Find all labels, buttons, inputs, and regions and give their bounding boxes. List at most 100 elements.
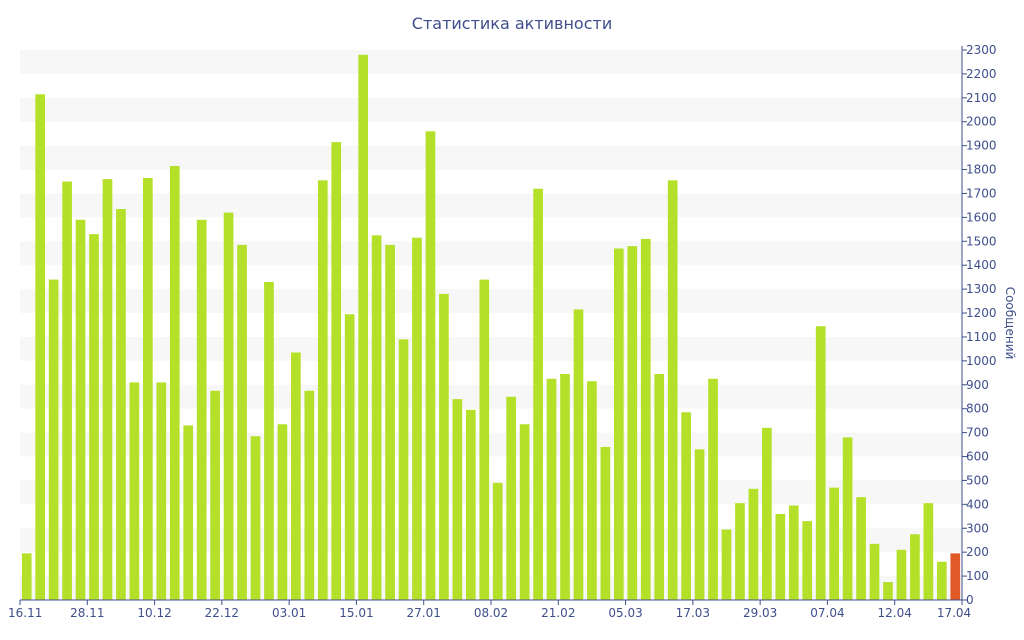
- bar: [237, 244, 247, 600]
- x-axis-ticks: 16.11 28.11 10.12 22.12 03.01 15.01 27.01 08.02…: [8, 600, 971, 620]
- x-tick-label: 29.03: [743, 606, 777, 620]
- grid-band: [20, 384, 962, 409]
- bar: [694, 449, 705, 600]
- bar: [506, 396, 517, 600]
- y-tick-label: 700: [966, 426, 989, 440]
- bar: [681, 412, 691, 600]
- x-tick-label: 05.03: [608, 606, 642, 620]
- bar: [910, 534, 920, 600]
- bars: [21, 54, 961, 601]
- bar: [546, 378, 557, 600]
- bar: [721, 529, 732, 600]
- bar: [452, 399, 463, 600]
- x-tick-label: 22.12: [205, 606, 239, 620]
- bar: [371, 235, 382, 600]
- y-tick-label: 2000: [966, 115, 997, 129]
- x-tick-label: 17.04: [937, 606, 971, 620]
- y-axis-ticks: 0 100 200 300 400 500 600 700 800 900 1000 1100 1200…: [962, 43, 997, 607]
- bar: [210, 390, 220, 600]
- grid-band: [20, 289, 962, 314]
- bar: [815, 326, 826, 600]
- bar: [627, 246, 638, 600]
- bar: [748, 488, 759, 600]
- bar: [169, 165, 180, 601]
- bar: [331, 142, 342, 600]
- y-tick-label: 500: [966, 473, 989, 487]
- y-tick-label: 1700: [966, 186, 997, 200]
- bar: [936, 561, 947, 600]
- bar: [614, 248, 624, 601]
- y-tick-label: 1100: [966, 330, 997, 344]
- bar: [317, 180, 328, 600]
- y-tick-label: 2100: [966, 91, 997, 105]
- x-tick-label: 03.01: [272, 606, 306, 620]
- chart-title: Статистика активности: [411, 14, 613, 33]
- x-tick-label: 17.03: [676, 606, 710, 620]
- bar: [869, 543, 880, 600]
- bar: [344, 314, 355, 600]
- bar: [560, 374, 570, 600]
- y-tick-label: 2200: [966, 67, 997, 81]
- x-tick-label: 07.04: [810, 606, 844, 620]
- y-axis-label: Сообщений: [1003, 287, 1017, 360]
- y-tick-label: 1400: [966, 258, 997, 272]
- bar: [667, 180, 678, 600]
- y-tick-label: 1900: [966, 139, 997, 153]
- bar: [519, 424, 530, 600]
- bar: [600, 446, 611, 600]
- x-tick-label: 21.02: [541, 606, 575, 620]
- bar: [654, 374, 665, 600]
- y-tick-label: 100: [966, 569, 989, 583]
- bar: [439, 293, 449, 600]
- bar: [708, 378, 718, 600]
- bar: [89, 234, 99, 600]
- x-tick-label: 28.11: [70, 606, 104, 620]
- bar: [775, 513, 786, 600]
- grid-band: [20, 97, 962, 122]
- bar: [102, 179, 113, 600]
- y-tick-label: 1800: [966, 163, 997, 177]
- bar: [762, 427, 772, 600]
- y-tick-label: 300: [966, 521, 989, 535]
- bar: [465, 409, 476, 600]
- bar: [896, 549, 907, 600]
- bar-current: [950, 553, 961, 600]
- bar: [304, 390, 315, 600]
- bar: [358, 54, 368, 600]
- y-tick-label: 400: [966, 497, 989, 511]
- bar: [75, 219, 86, 600]
- grid-band: [20, 50, 962, 74]
- y-tick-label: 900: [966, 378, 989, 392]
- bar: [923, 503, 934, 600]
- bar: [425, 131, 436, 601]
- bar: [48, 279, 59, 600]
- bar: [264, 281, 274, 600]
- bar: [842, 437, 853, 600]
- bar: [573, 309, 584, 600]
- grid-band: [20, 241, 962, 266]
- x-tick-label: 12.04: [878, 606, 912, 620]
- y-tick-label: 1600: [966, 210, 997, 224]
- bar: [398, 339, 409, 600]
- bar: [250, 436, 261, 600]
- bar: [640, 238, 651, 600]
- bar: [143, 177, 153, 600]
- bar: [385, 244, 395, 600]
- bar: [856, 497, 866, 600]
- bar: [116, 209, 126, 600]
- y-tick-label: 1200: [966, 306, 997, 320]
- bar: [735, 503, 745, 600]
- y-tick-label: 1500: [966, 234, 997, 248]
- grid-band: [20, 336, 962, 361]
- y-tick-label: 200: [966, 545, 989, 559]
- bar: [829, 487, 839, 600]
- bar: [788, 505, 799, 600]
- bar: [492, 482, 503, 600]
- bar: [21, 553, 32, 600]
- bar: [156, 382, 167, 600]
- bar: [223, 212, 234, 601]
- bar: [802, 521, 813, 600]
- y-tick-label: 2300: [966, 43, 997, 57]
- bar: [277, 424, 288, 600]
